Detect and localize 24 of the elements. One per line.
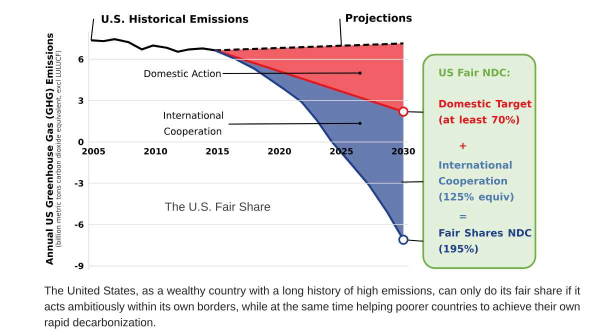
x-tick-label: 2020 (268, 148, 292, 155)
text: = (460, 215, 466, 219)
text: US Fair NDC: (439, 68, 510, 77)
x-tick-label: 2005 (82, 148, 105, 155)
y-tick-label: -3 (74, 180, 84, 187)
annotation: U.S. Historical Emissions (102, 14, 248, 24)
y-tick-label: 3 (78, 98, 84, 104)
annotation: Projections (346, 14, 412, 24)
text: The United States, as a wealthy country with a long history of high emissions, can only do its fair share if it acts ambitiously within its own borders, while at the same time helping poorer countries to achieve their own rapid decarbonization. (44, 286, 580, 329)
annotation: The U.S. Fair Share (165, 202, 270, 212)
y-tick-label: 6 (78, 56, 84, 63)
y-tick-label: 0 (78, 138, 84, 146)
y-axis-title: Annual US Greenhouse Gas (GHG) Emissions (46, 34, 54, 266)
x-tick-label: 2030 (392, 148, 415, 155)
x-tick-label: 2010 (144, 148, 168, 155)
x-tick-label: 2015 (206, 148, 229, 155)
text: + (460, 142, 466, 150)
annotation: International Cooperation (164, 112, 224, 137)
y-tick-label: -6 (74, 222, 84, 228)
text: International Cooperation (125% equiv) (438, 161, 514, 203)
y-tick-label: -9 (74, 262, 84, 270)
annotation: Domestic Action (144, 70, 221, 78)
text: Domestic Target (at least 70%) (439, 100, 532, 125)
text: Fair Shares NDC (195%) (439, 229, 532, 254)
